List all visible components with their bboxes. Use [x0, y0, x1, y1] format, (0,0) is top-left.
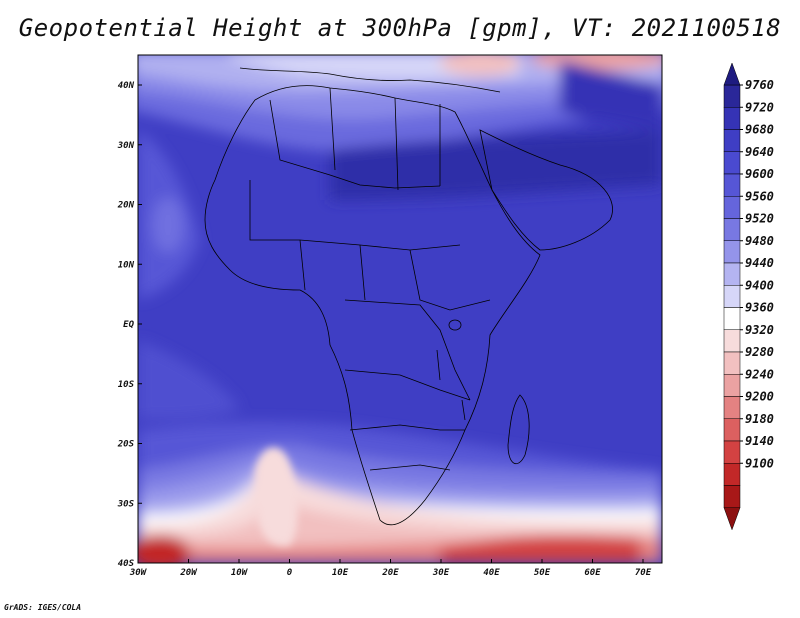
colorbar-label: 9200 — [745, 390, 774, 404]
colorbar-label: 9480 — [745, 234, 774, 248]
colorbar-swatch — [723, 196, 741, 219]
lat-label: 40S — [118, 559, 135, 569]
colorbar-swatch — [723, 307, 741, 330]
lon-label: 20E — [381, 568, 399, 578]
colorbar-swatch — [723, 329, 741, 353]
colorbar-label: 9760 — [745, 78, 774, 92]
colorbar-label: 9180 — [745, 412, 774, 426]
colorbar-label: 9240 — [745, 367, 774, 381]
colorbar-label: 9440 — [745, 256, 774, 270]
colorbar-top-arrow — [723, 62, 741, 86]
colorbar-swatch — [723, 440, 741, 464]
grads-credit: GrADS: IGES/COLA — [4, 603, 82, 612]
colorbar-label: 9640 — [745, 145, 774, 159]
lon-label: 50E — [534, 568, 551, 578]
colorbar-label: 9720 — [745, 100, 774, 114]
longitude-axis: 30W 20W 10W 0 10E 20E 30E 40E 50E 60E 70E — [129, 559, 652, 578]
colorbar-label: 9560 — [745, 189, 774, 203]
lat-label: EQ — [123, 320, 134, 330]
lon-label: 30E — [432, 568, 450, 578]
lon-label: 30W — [129, 568, 148, 578]
colorbar-swatch — [723, 240, 741, 264]
map-frame — [137, 54, 663, 564]
colorbar-label: 9400 — [745, 278, 774, 292]
colorbar-label: 9100 — [745, 456, 774, 470]
colorbar-label: 9320 — [745, 323, 774, 337]
colorbar-swatch — [723, 151, 741, 175]
colorbar: 9760 9720 9680 9640 9600 9560 9520 9480 9440 9400… — [723, 62, 774, 531]
lon-label: 70E — [635, 568, 652, 578]
map-title: Geopotential Height at 300hPa [gpm], VT:… — [18, 14, 782, 42]
lon-label: 10E — [332, 568, 349, 578]
colorbar-swatch — [723, 374, 741, 397]
colorbar-label: 9140 — [745, 434, 774, 448]
colorbar-swatch — [723, 418, 741, 442]
colorbar-swatch — [723, 218, 741, 241]
lon-label: 0 — [287, 568, 293, 578]
colorbar-swatch — [723, 173, 741, 197]
colorbar-swatch — [723, 107, 741, 130]
colorbar-swatch — [723, 285, 741, 308]
lat-label: 20N — [117, 201, 135, 211]
lon-label: 60E — [584, 568, 601, 578]
lon-label: 40E — [483, 568, 500, 578]
lon-label: 20W — [179, 568, 198, 578]
colorbar-label: 9520 — [745, 212, 774, 226]
lat-label: 30N — [117, 141, 135, 151]
lat-label: 10N — [118, 260, 135, 270]
colorbar-bottom-arrow — [723, 507, 741, 531]
colorbar-swatch — [723, 84, 741, 108]
lat-label: 40N — [118, 81, 135, 91]
latitude-axis: 40N 30N 20N 10N EQ 10S 20S 30S 40S — [117, 81, 142, 569]
lat-label: 20S — [117, 440, 135, 450]
coastlines — [204, 67, 613, 526]
lat-label: 10S — [118, 380, 135, 390]
colorbar-swatch — [723, 463, 741, 486]
colorbar-label: 9280 — [745, 345, 774, 359]
colorbar-swatch — [723, 351, 741, 375]
colorbar-label: 9680 — [745, 123, 774, 137]
colorbar-label: 9600 — [745, 167, 774, 181]
colorbar-label: 9360 — [745, 301, 774, 315]
colorbar-swatch — [723, 396, 741, 419]
lat-label: 30S — [117, 499, 135, 509]
lon-label: 10W — [231, 568, 249, 578]
height-field — [138, 55, 662, 563]
colorbar-swatch — [723, 262, 741, 286]
colorbar-swatch — [723, 485, 741, 508]
colorbar-swatch — [723, 129, 741, 152]
